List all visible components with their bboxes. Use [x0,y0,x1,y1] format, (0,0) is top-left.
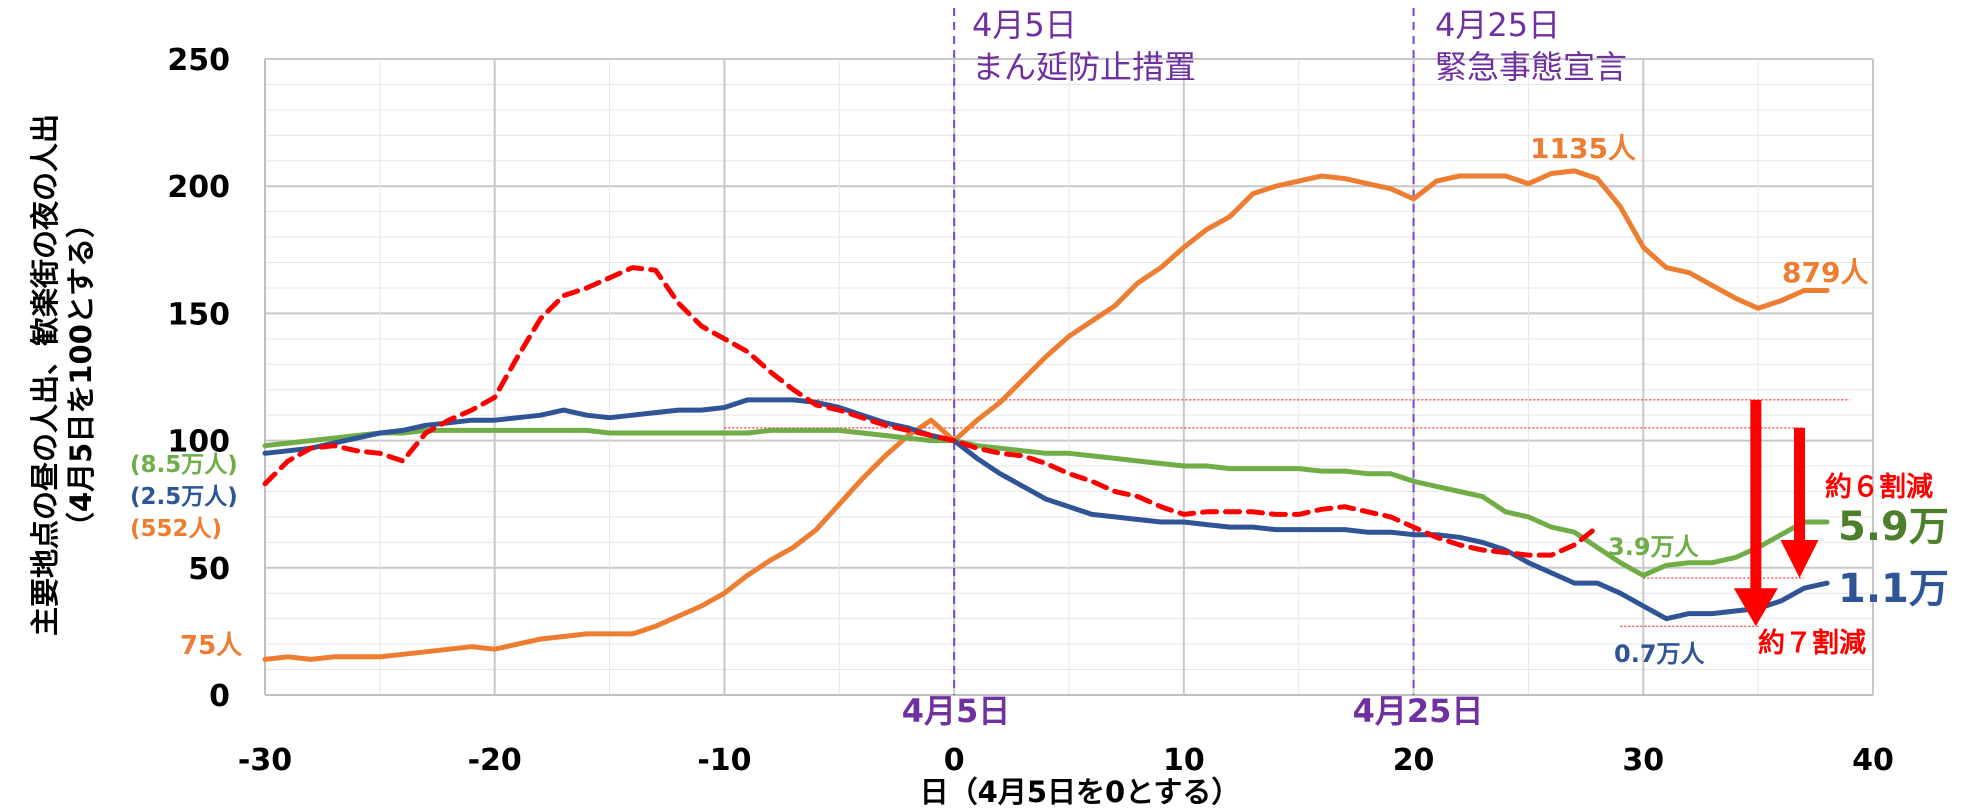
y-tick-label: 150 [167,297,230,332]
y-axis-subtitle: （4月5日を100とする） [64,209,98,541]
event-axis-label-1: 4月25日 [1353,692,1484,730]
event-label-1: 緊急事態宣言 [1435,48,1627,86]
orange-end-label: 879人 [1782,256,1868,289]
event-axis-label-0: 4月5日 [902,692,1011,730]
series-line-0 [262,168,1830,662]
y-axis-title-group: 主要地点の昼の人出、歓楽街の夜の人出 （4月5日を100とする） [28,114,98,636]
event-markers [953,8,1415,695]
y-tick-label: 0 [209,679,230,714]
orange-start-label: 75人 [180,631,242,661]
x-axis-title: 日（4月5日を0とする） [920,775,1241,809]
reduction-arrows [1733,399,1819,627]
start-orange-label: (552人) [130,516,222,542]
event-date-1: 4月25日 [1435,6,1560,44]
series-lines [262,168,1830,662]
y-tick-label: 50 [188,552,230,587]
reduction-6-label: 約６割減 [1825,471,1933,503]
x-tick-label: -20 [468,743,522,778]
event-date-0: 4月5日 [972,6,1077,44]
x-tick-label: 20 [1393,743,1435,778]
y-tick-label: 250 [167,43,230,78]
blue-low-label: 0.7万人 [1614,640,1705,668]
axis-ticks: 0 50 100 150 200 250 -30 -20 -10 0 10 20 30 40 [167,43,1894,778]
reduction-7-label: 約７割減 [1758,627,1866,659]
reduction-arrow [1780,427,1819,578]
reduction-arrow [1733,399,1778,627]
x-tick-label: 10 [1163,743,1205,778]
x-tick-label: -30 [238,743,292,778]
start-green-label: (8.5万人) [130,452,238,478]
blue-end-label: 1.1万 [1838,566,1949,612]
series-line-1 [262,397,1830,622]
y-tick-label: 100 [167,425,230,460]
x-tick-label: 0 [944,743,965,778]
start-blue-label: (2.5万人) [130,484,238,510]
green-low-label: 3.9万人 [1608,533,1699,561]
x-tick-label: 30 [1622,743,1664,778]
event-label-0: まん延防止措置 [972,48,1196,86]
y-tick-label: 200 [167,170,230,205]
orange-peak-label: 1135人 [1530,132,1636,165]
x-tick-label: 40 [1852,743,1894,778]
series-line-3 [262,265,1600,558]
series-line-2 [262,427,1830,578]
green-end-label: 5.9万 [1838,504,1949,550]
y-axis-title: 主要地点の昼の人出、歓楽街の夜の人出 [28,114,62,636]
reference-lines [724,399,1851,627]
x-tick-label: -10 [697,743,751,778]
